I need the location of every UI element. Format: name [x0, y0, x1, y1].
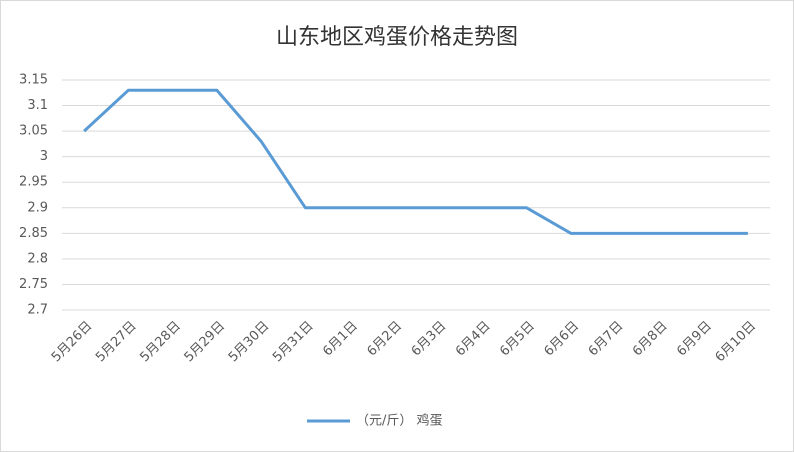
y-tick-label: 3 [40, 149, 48, 164]
data-line [83, 88, 748, 235]
legend-label: （元/斤） 鸡蛋 [356, 413, 443, 429]
y-tick-label: 2.75 [19, 277, 48, 292]
y-tick-label: 2.95 [19, 175, 48, 190]
y-tick-label: 2.7 [27, 303, 48, 318]
y-tick-label: 2.8 [27, 251, 48, 266]
chart-title: 山东地区鸡蛋价格走势图 [276, 25, 518, 50]
y-tick-label: 3.05 [19, 124, 48, 139]
y-tick-label: 3.1 [27, 98, 48, 113]
y-tick-label: 2.9 [27, 200, 48, 215]
y-tick-label: 2.85 [19, 226, 48, 241]
y-tick-label: 3.15 [19, 73, 48, 88]
